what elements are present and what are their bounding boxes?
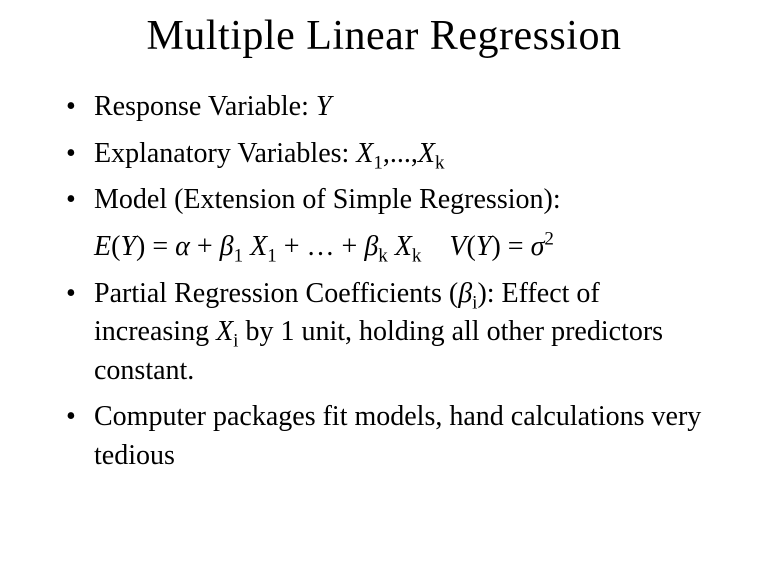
text-explanatory-pre: Explanatory Variables: (94, 138, 356, 169)
symbol-betak: β (364, 231, 378, 262)
symbol-sigma: σ (531, 231, 545, 262)
bullet-response-variable: Response Variable: Y (66, 88, 720, 127)
symbol-Y-var: Y (476, 231, 492, 262)
bullet-explanatory-variables: Explanatory Variables: X1,...,Xk (66, 135, 720, 174)
sub-k: k (435, 152, 445, 173)
slide-title: Multiple Linear Regression (48, 12, 720, 60)
ellip: + … + (277, 231, 365, 262)
symbol-X1: X (356, 138, 373, 169)
symbol-Xi: X (216, 316, 233, 347)
equation-line: E(Y) = α + β1 X1 + … + βk XkV(Y) = σ2 (66, 228, 720, 267)
symbol-X1-eq: X (250, 231, 267, 262)
symbol-Xk-eq: X (395, 231, 412, 262)
text-partial-pre: Partial Regression Coefficients ( (94, 278, 458, 309)
bullet-partial-coefficients: Partial Regression Coefficients (βi): Ef… (66, 275, 720, 391)
symbol-Xk: X (418, 138, 435, 169)
symbol-beta1: β (220, 231, 234, 262)
bullet-model: Model (Extension of Simple Regression): (66, 181, 720, 220)
sub-xk: k (412, 245, 422, 266)
text-model: Model (Extension of Simple Regression): (94, 184, 561, 215)
symbol-V: V (449, 231, 466, 262)
symbol-betai: β (458, 278, 472, 309)
sub-x1: 1 (267, 245, 277, 266)
lp2: ( (467, 231, 476, 262)
bullet-list: Response Variable: Y Explanatory Variabl… (66, 88, 720, 476)
sub-beta1: 1 (234, 245, 244, 266)
text-computer: Computer packages fit models, hand calcu… (94, 401, 701, 471)
text-response-pre: Response Variable: (94, 91, 316, 122)
eq1: = (145, 231, 175, 262)
sub-1: 1 (373, 152, 383, 173)
plus1: + (190, 231, 220, 262)
symbol-E: E (94, 231, 111, 262)
symbol-Y: Y (316, 91, 332, 122)
rp1: ) (136, 231, 145, 262)
text-explanatory-mid: ,..., (383, 138, 418, 169)
eq2: = (501, 231, 531, 262)
symbol-Y-eq: Y (120, 231, 136, 262)
slide-container: Multiple Linear Regression Response Vari… (0, 0, 768, 508)
sup-2: 2 (544, 229, 554, 250)
rp2: ) (491, 231, 500, 262)
bullet-computer-packages: Computer packages fit models, hand calcu… (66, 398, 720, 475)
sub-betak: k (378, 245, 388, 266)
symbol-alpha: α (175, 231, 190, 262)
